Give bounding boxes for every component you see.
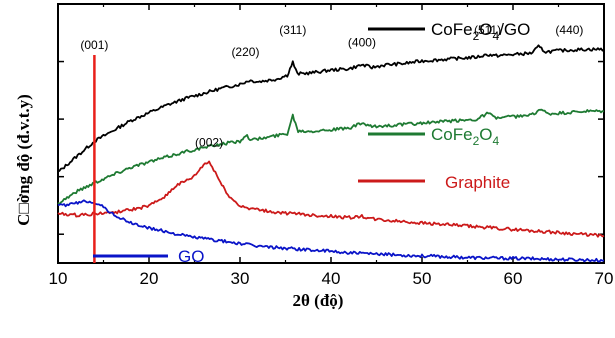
x-tick-label: 70 — [595, 269, 614, 288]
legend-label-subscript: 4 — [493, 134, 500, 148]
annotation-layer: (001) (002) (220) (311) (400) (511) (440) — [80, 23, 583, 263]
axis-ticks: 10 20 30 40 50 60 70 — [49, 4, 614, 288]
x-axis-label: 2θ (độ) — [293, 291, 344, 310]
legend-label-part: Graphite — [445, 173, 510, 192]
peak-label: (400) — [348, 36, 376, 50]
x-tick-label: 10 — [49, 269, 68, 288]
legend-label-subscript: 2 — [473, 134, 480, 148]
legend-label: Graphite — [445, 173, 510, 192]
legend-label-part: GO — [178, 247, 204, 266]
x-tick-label: 30 — [231, 269, 250, 288]
series-line-graphite — [57, 160, 605, 238]
peak-label: (511) — [474, 23, 501, 37]
y-axis-label: C□ờng độ (đ.v.t.y) — [14, 94, 33, 226]
x-tick-label: 20 — [140, 269, 159, 288]
plot-area — [57, 3, 605, 264]
legend-label-part: O — [479, 125, 492, 144]
plot-frame — [57, 3, 605, 264]
legend-label-part: CoFe — [431, 125, 473, 144]
legend-label-part: CoFe — [431, 20, 473, 39]
peak-label: (311) — [279, 23, 306, 37]
x-tick-label: 60 — [504, 269, 523, 288]
series-line-go — [57, 199, 605, 263]
legend-label-part: O — [479, 20, 492, 39]
peak-label: (440) — [555, 23, 583, 37]
legend-label-part: /GO — [499, 20, 530, 39]
legend-label: CoFe2O4 — [431, 125, 500, 148]
x-tick-label: 40 — [322, 269, 341, 288]
legend-label: GO — [178, 247, 204, 266]
series-layer — [57, 44, 605, 263]
legend-label-subscript: 4 — [493, 29, 500, 43]
x-tick-label: 50 — [413, 269, 432, 288]
series-line-cofe2o4 — [57, 108, 605, 205]
peak-label: (220) — [231, 45, 259, 59]
reference-line-label: (001) — [80, 38, 108, 52]
peak-label: (002) — [195, 135, 223, 149]
series-line-cofe2o4-go — [57, 44, 605, 173]
legend-label-subscript: 2 — [473, 29, 480, 43]
legend-label: CoFe2O4/GO — [431, 20, 530, 43]
